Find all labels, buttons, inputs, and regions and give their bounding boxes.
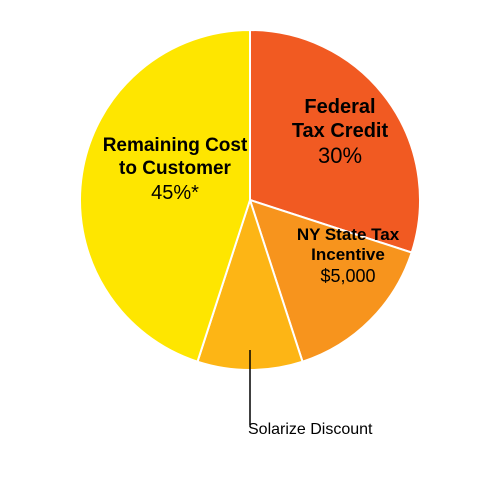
callout-solarize-text: Solarize Discount (248, 421, 373, 438)
slice-label-nystate-value: $5,000 (283, 266, 413, 288)
solar-cost-pie-chart: Federal Tax Credit 30% NY State Tax Ince… (0, 0, 500, 500)
slice-label-federal-line2: Tax Credit (280, 119, 400, 143)
slice-label-nystate-line2: Incentive (283, 245, 413, 265)
slice-label-remaining-line1: Remaining Cost (95, 135, 255, 158)
slice-label-federal-line1: Federal (280, 95, 400, 119)
slice-label-nystate-line1: NY State Tax (283, 225, 413, 245)
slice-label-federal: Federal Tax Credit 30% (280, 95, 400, 169)
slice-label-remaining-value: 45%* (95, 181, 255, 205)
slice-label-remaining-line2: to Customer (95, 158, 255, 181)
slice-label-federal-value: 30% (280, 143, 400, 169)
callout-solarize-discount: Solarize Discount (248, 420, 373, 439)
slice-label-remaining: Remaining Cost to Customer 45%* (95, 135, 255, 205)
slice-label-nystate: NY State Tax Incentive $5,000 (283, 225, 413, 287)
